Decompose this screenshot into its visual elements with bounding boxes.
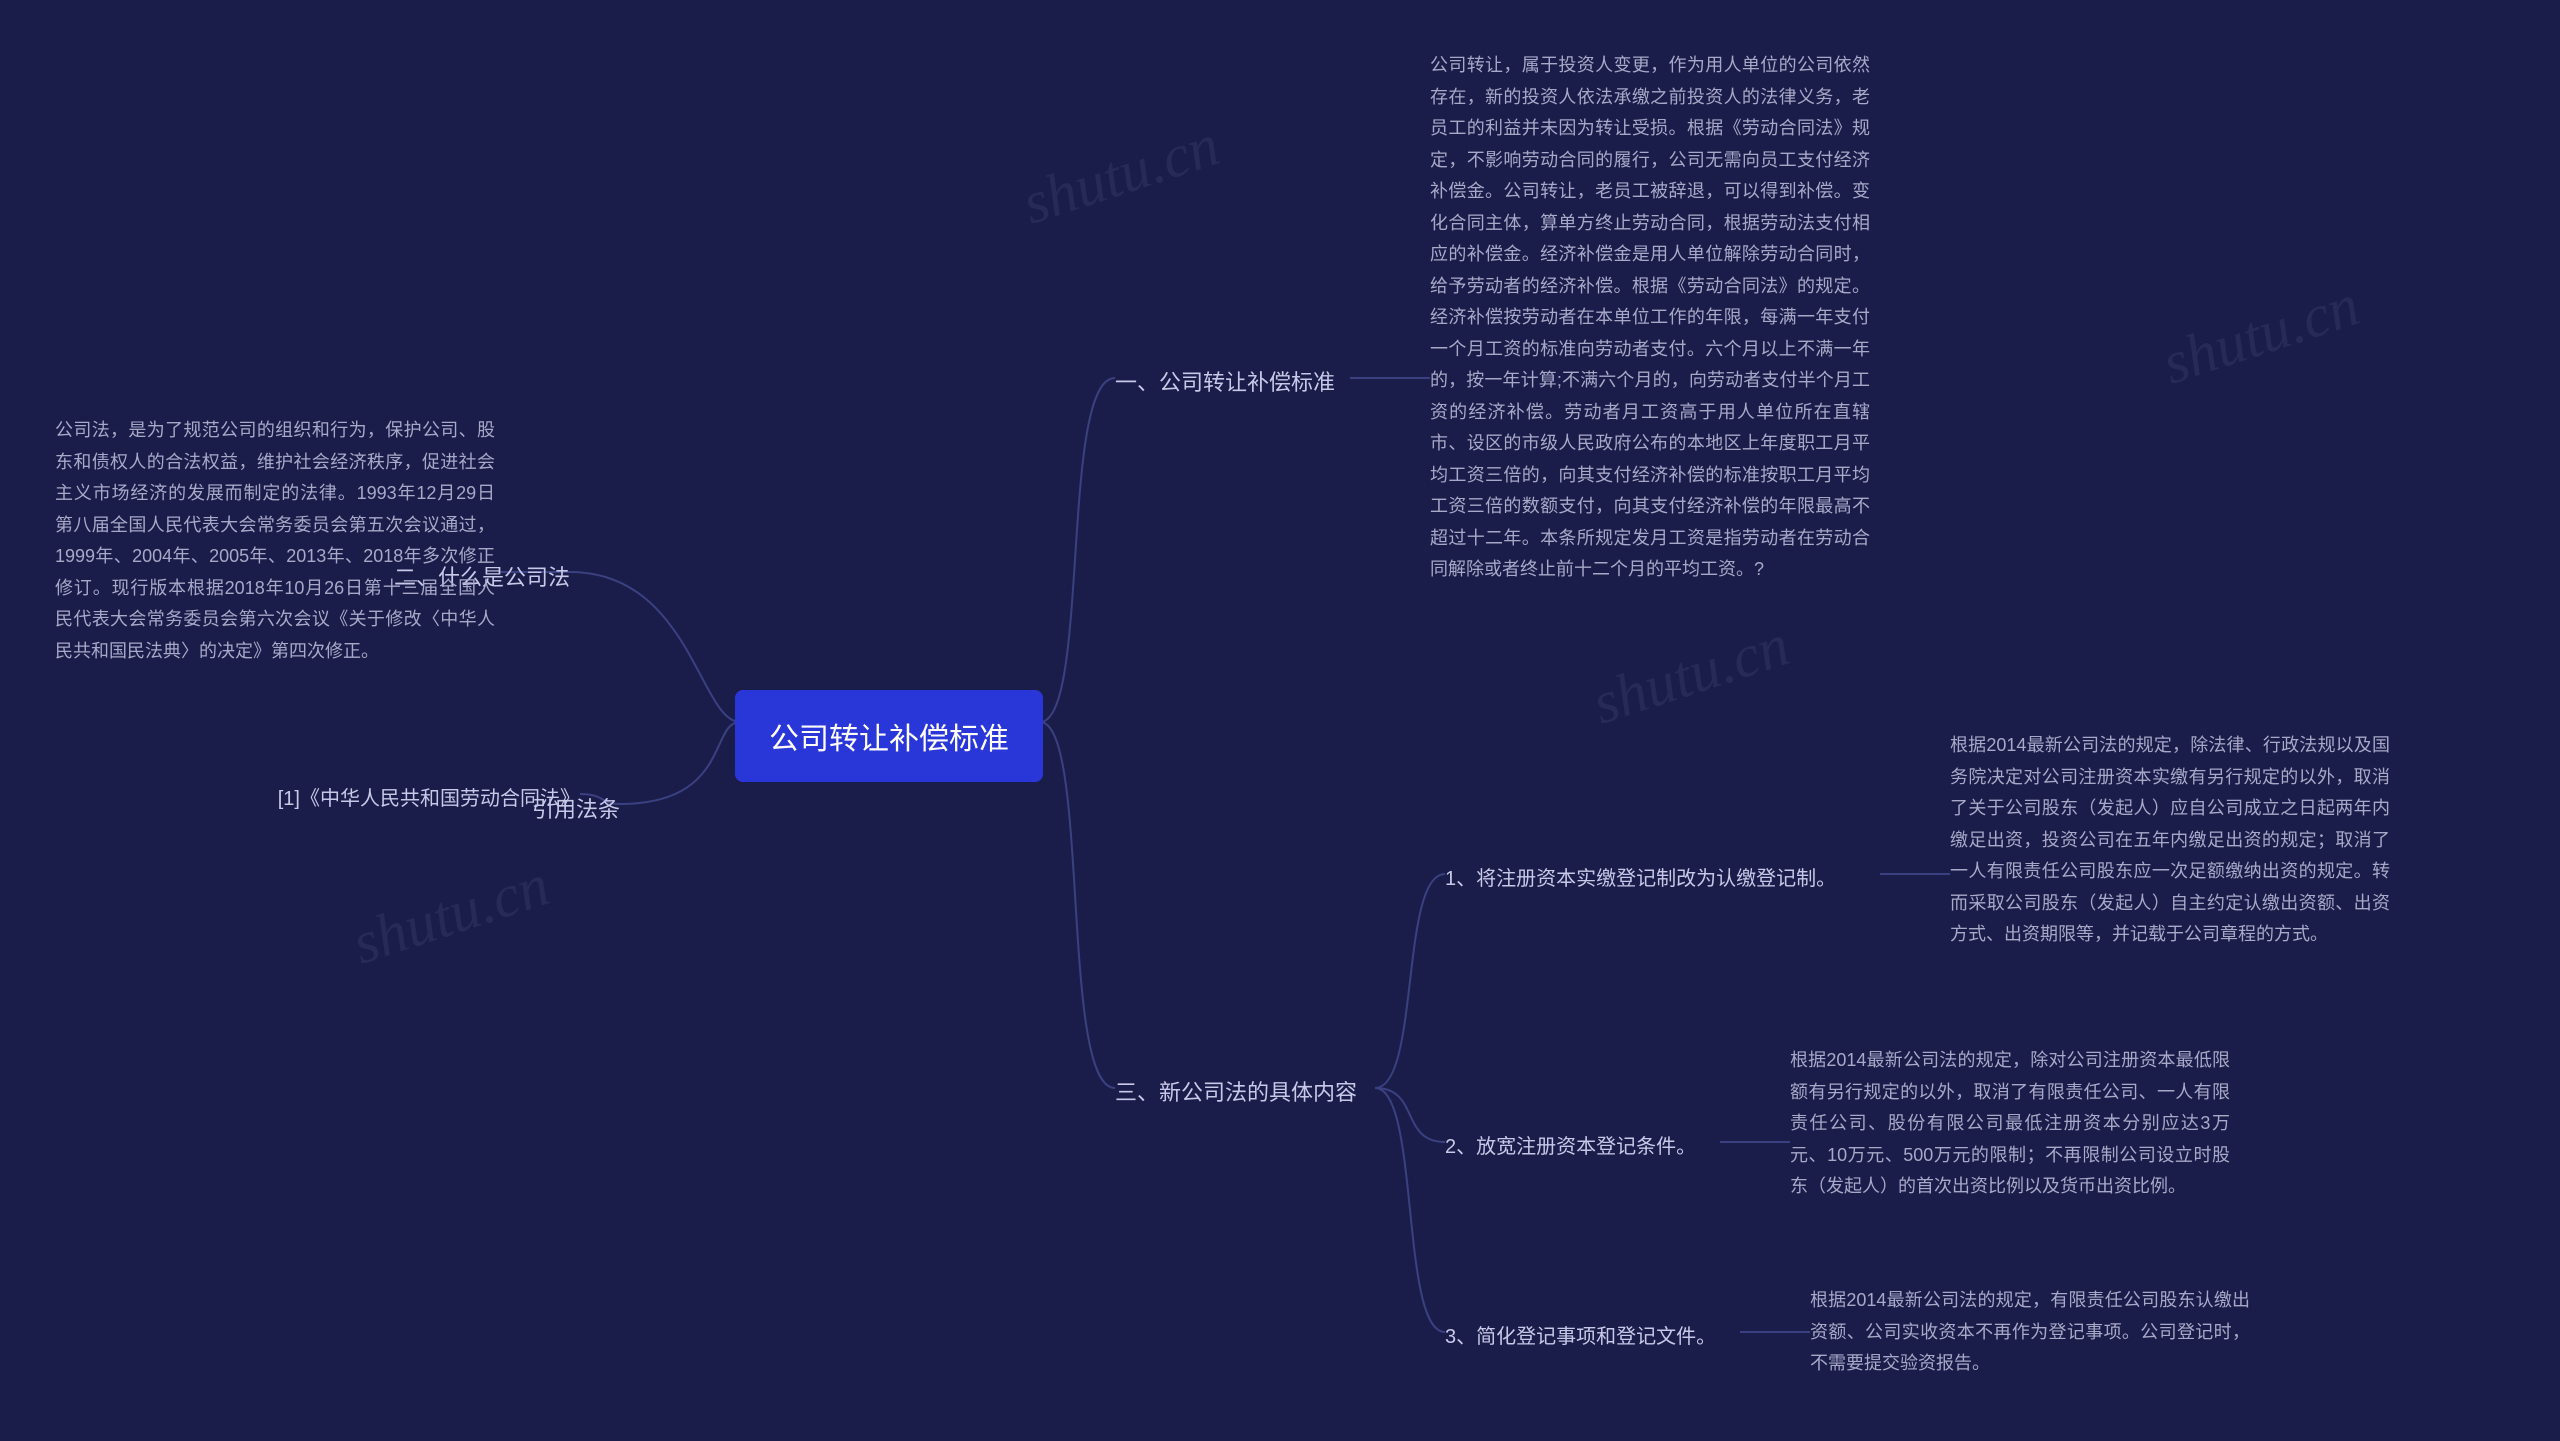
leaf-cited-law-item: [1]《中华人民共和国劳动合同法》 — [278, 782, 580, 811]
sub-registration-conditions[interactable]: 2、放宽注册资本登记条件。 — [1445, 1130, 1696, 1159]
branch-new-company-law[interactable]: 三、新公司法的具体内容 — [1115, 1075, 1357, 1107]
center-node[interactable]: 公司转让补偿标准 — [735, 690, 1043, 782]
leaf-registered-capital: 根据2014最新公司法的规定，除法律、行政法规以及国务院决定对公司注册资本实缴有… — [1950, 730, 2390, 951]
leaf-company-law-definition: 公司法，是为了规范公司的组织和行为，保护公司、股东和债权人的合法权益，维护社会经… — [55, 415, 495, 667]
watermark: shutu.cn — [1014, 111, 1227, 239]
sub-registered-capital[interactable]: 1、将注册资本实缴登记制改为认缴登记制。 — [1445, 862, 1836, 891]
connector-lines — [0, 0, 2560, 1441]
watermark: shutu.cn — [1584, 611, 1797, 739]
watermark: shutu.cn — [2154, 271, 2367, 399]
leaf-simplify-registration: 根据2014最新公司法的规定，有限责任公司股东认缴出资额、公司实收资本不再作为登… — [1810, 1285, 2250, 1380]
sub-simplify-registration[interactable]: 3、简化登记事项和登记文件。 — [1445, 1320, 1716, 1349]
leaf-registration-conditions: 根据2014最新公司法的规定，除对公司注册资本最低限额有另行规定的以外，取消了有… — [1790, 1045, 2230, 1203]
mindmap-canvas: shutu.cn shutu.cn shutu.cn shutu.cn 公司转让… — [0, 0, 2560, 1441]
branch-transfer-compensation[interactable]: 一、公司转让补偿标准 — [1115, 365, 1335, 397]
leaf-transfer-compensation: 公司转让，属于投资人变更，作为用人单位的公司依然存在，新的投资人依法承缴之前投资… — [1430, 50, 1870, 586]
watermark: shutu.cn — [344, 851, 557, 979]
